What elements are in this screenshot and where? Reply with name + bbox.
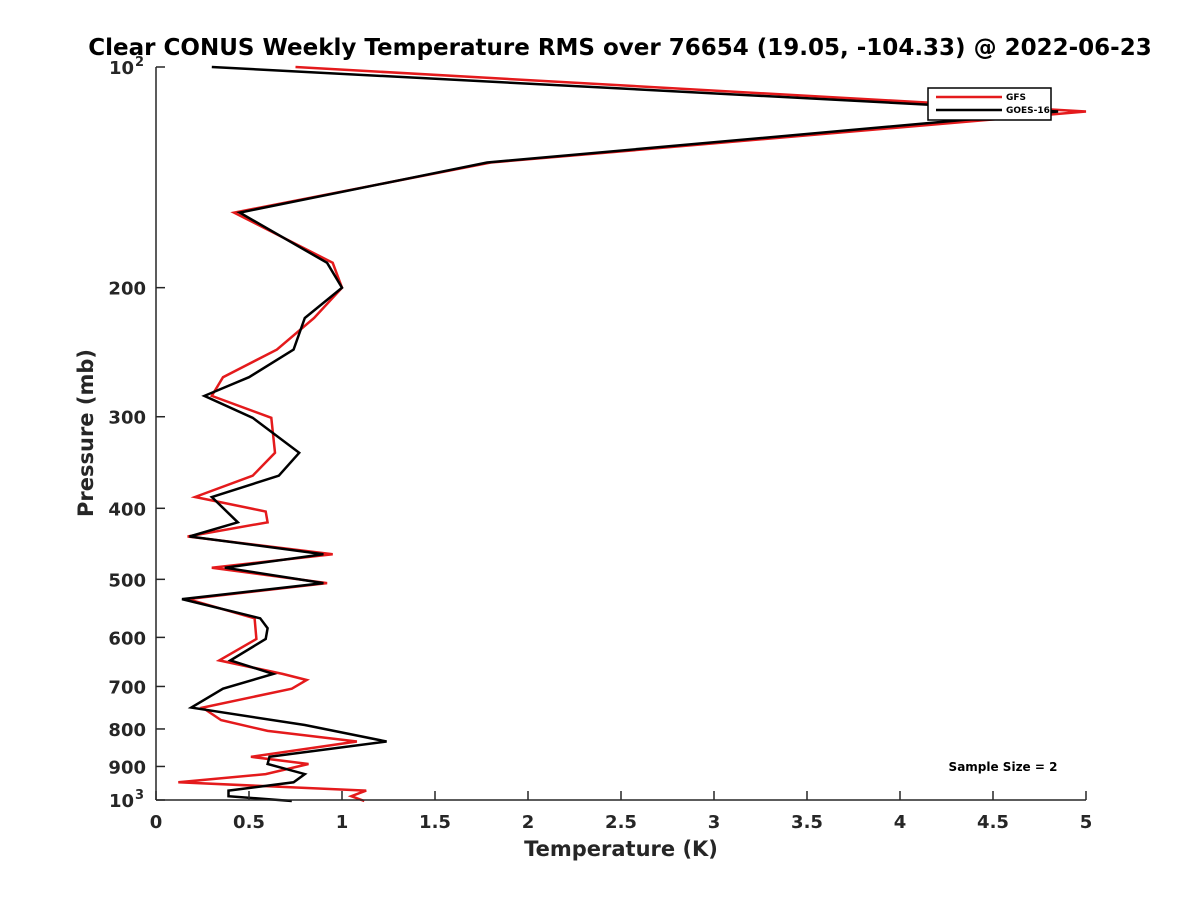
chart-title: Clear CONUS Weekly Temperature RMS over …: [88, 35, 1151, 61]
y-tick-label-exponent: 3: [135, 788, 144, 803]
x-tick-label: 5: [1080, 812, 1093, 833]
x-tick-label: 0.5: [233, 812, 265, 833]
x-tick-label: 3: [708, 812, 721, 833]
y-axis-label: Pressure (mb): [74, 349, 98, 517]
y-tick-label: 700: [108, 677, 146, 698]
x-tick-label: 2: [522, 812, 535, 833]
x-tick-label: 1: [336, 812, 349, 833]
y-tick-label: 10: [109, 58, 134, 79]
x-tick-label: 2.5: [605, 812, 637, 833]
y-tick-label: 300: [108, 408, 146, 429]
x-tick-label: 1.5: [419, 812, 451, 833]
y-tick-label: 800: [108, 720, 146, 741]
series-line-goes16: [181, 65, 1059, 803]
legend-label-goes16: GOES-16: [1006, 106, 1050, 116]
legend-box: [927, 87, 1052, 121]
y-tick-label: 600: [108, 628, 146, 649]
x-tick-label: 3.5: [791, 812, 823, 833]
x-tick-label: 0: [150, 812, 163, 833]
x-axis-label: Temperature (K): [524, 837, 718, 861]
series-group: [178, 65, 1087, 803]
y-tick-label: 500: [108, 570, 146, 591]
y-tick-label: 10: [109, 791, 134, 812]
y-tick-label: 900: [108, 757, 146, 778]
y-tick-label: 400: [108, 499, 146, 520]
legend-label-gfs: GFS: [1006, 93, 1026, 103]
y-tick-label-exponent: 2: [135, 55, 144, 70]
x-tick-label: 4: [894, 812, 907, 833]
sample-size-annotation: Sample Size = 2: [949, 760, 1058, 774]
x-ticks: 0 0.5 1 1.5 2 2.5 3 3.5 4 4.5 5: [150, 791, 1093, 833]
legend: GFS GOES-16: [927, 87, 1052, 121]
x-tick-label: 4.5: [977, 812, 1009, 833]
y-tick-label: 200: [108, 279, 146, 300]
